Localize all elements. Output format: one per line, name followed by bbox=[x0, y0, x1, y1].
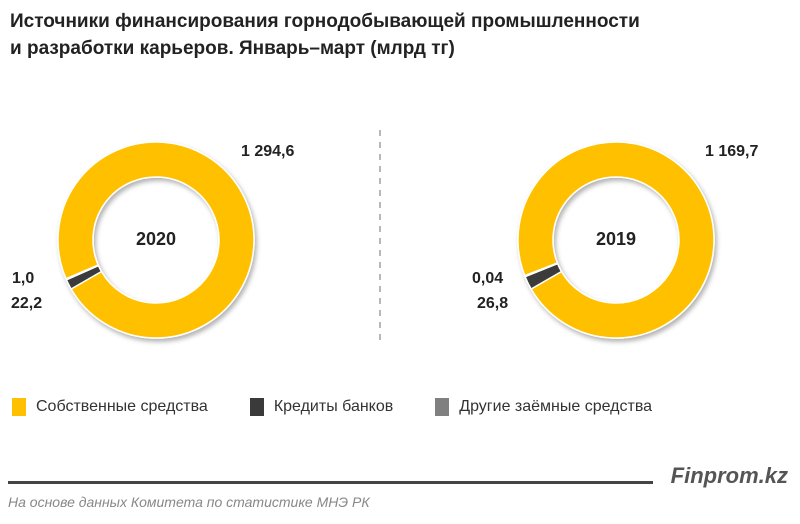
footer-rule bbox=[8, 481, 653, 484]
legend-item-own: Собственные средства bbox=[12, 398, 208, 416]
legend-label: Собственные средства bbox=[36, 398, 208, 415]
legend-item-credits: Кредиты банков bbox=[249, 398, 394, 416]
legend-swatch bbox=[249, 398, 264, 416]
label-own-2020: 1 294,6 bbox=[241, 143, 295, 160]
slice-other-2020 bbox=[65, 263, 100, 281]
brand-logo: Finprom.kz bbox=[670, 463, 788, 488]
title-line-2: и разработки карьеров. Январь–март (млрд… bbox=[10, 38, 455, 59]
label-other-2019: 0,04 bbox=[472, 270, 504, 287]
legend: Собственные средства Кредиты банков Друг… bbox=[12, 398, 652, 416]
label-credits-2019: 26,8 bbox=[477, 295, 509, 312]
legend-label: Другие заёмные средства bbox=[459, 398, 653, 415]
label-own-2019: 1 169,7 bbox=[705, 143, 759, 160]
label-other-2020: 1,0 bbox=[12, 270, 35, 287]
legend-swatch bbox=[12, 398, 26, 416]
donut-2019 bbox=[517, 141, 715, 339]
donut-2020 bbox=[57, 141, 255, 339]
slice-own-2020 bbox=[57, 141, 255, 339]
title-line-1: Источники финансирования горнодобывающей… bbox=[10, 11, 640, 32]
legend-label: Кредиты банков bbox=[273, 398, 394, 415]
source-note: На основе данных Комитета по статистике … bbox=[8, 494, 370, 510]
slice-own-2019 bbox=[517, 141, 715, 339]
legend-swatch bbox=[435, 398, 450, 416]
center-label-2020: 2020 bbox=[135, 229, 177, 249]
label-credits-2020: 22,2 bbox=[11, 295, 43, 312]
center-label-2019: 2019 bbox=[595, 229, 637, 249]
chart-title: Источники финансирования горнодобывающей… bbox=[10, 8, 790, 62]
legend-item-other: Другие заёмные средства bbox=[435, 398, 652, 416]
slice-other-2019 bbox=[523, 261, 559, 278]
